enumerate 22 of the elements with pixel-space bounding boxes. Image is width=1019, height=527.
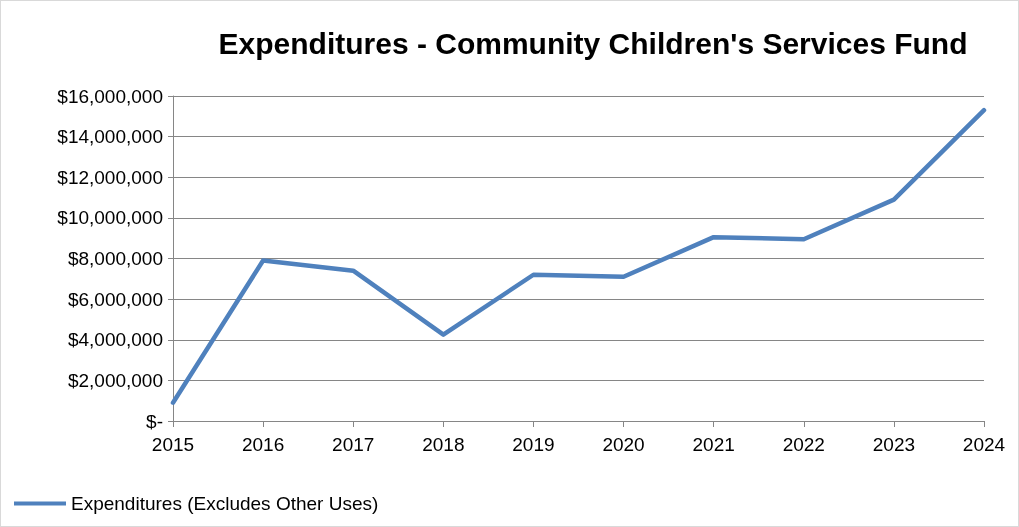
y-tick-label: $2,000,000 (67, 369, 163, 391)
y-tick-label: $8,000,000 (67, 248, 163, 269)
legend-label: Expenditures (Excludes Other Uses) (71, 493, 379, 514)
line-series (170, 107, 987, 405)
y-tick-label: $4,000,000 (67, 329, 163, 351)
x-tick-label: 2024 (962, 434, 1006, 455)
x-tick-label: 2017 (332, 434, 375, 455)
y-tick-label: $16,000,000 (57, 85, 163, 107)
x-tick-label: 2015 (151, 434, 195, 455)
x-tick-label: 2023 (872, 434, 916, 455)
x-tick-label: 2022 (782, 434, 825, 455)
y-tick-label: $14,000,000 (57, 126, 163, 148)
x-tick-label: 2020 (602, 434, 645, 455)
y-tick-label: $6,000,000 (67, 288, 163, 310)
y-tick-label: $- (146, 410, 163, 432)
x-tick-label: 2018 (422, 434, 465, 455)
x-tick-label: 2019 (512, 434, 555, 455)
y-tick-label: $12,000,000 (57, 166, 163, 188)
y-tick-label: $10,000,000 (57, 207, 163, 229)
x-tick-label: 2021 (692, 434, 735, 455)
x-tick-label: 2016 (241, 434, 285, 455)
chart-title: Expenditures - Community Children's Services Fund (218, 26, 968, 60)
